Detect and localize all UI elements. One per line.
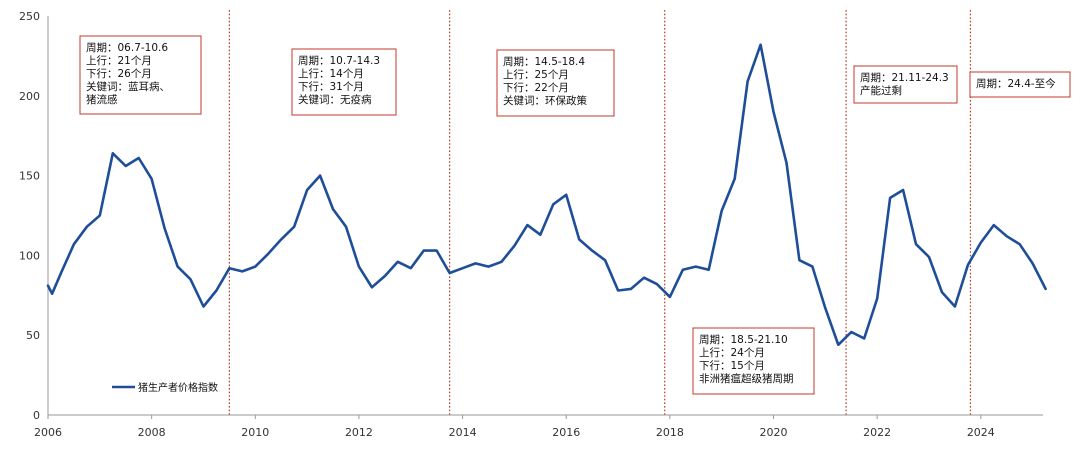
annotation-line: 上行：14个月: [298, 67, 364, 80]
x-tick-label: 2018: [656, 426, 684, 439]
annotation-line: 上行：25个月: [503, 68, 569, 81]
annotation-line: 非洲猪瘟超级猪周期: [699, 372, 794, 385]
annotation-line: 产能过剩: [860, 84, 902, 97]
annotation-line: 下行：22个月: [503, 81, 569, 94]
y-tick-label: 100: [19, 249, 40, 262]
x-tick-label: 2008: [138, 426, 166, 439]
annotation-frame: [496, 49, 615, 117]
annotation-frame: [692, 327, 815, 395]
y-tick-label: 200: [19, 90, 40, 103]
annotation-line: 周期：24.4-至今: [976, 77, 1056, 90]
annotation-line: 下行：31个月: [298, 80, 364, 93]
annotation-line: 周期：10.7-14.3: [298, 55, 380, 67]
y-tick-label: 0: [33, 409, 40, 422]
period-dividers: [228, 10, 972, 415]
x-tick-labels: 2006 2008 2010 2012 2014 2016 2018 2020 2022 2024: [34, 415, 995, 439]
x-tick-label: 2014: [449, 426, 477, 439]
annotation-frame: [291, 48, 397, 116]
x-tick-label: 2010: [241, 426, 269, 439]
legend: 猪生产者价格指数: [112, 381, 218, 394]
x-tick-label: 2022: [863, 426, 891, 439]
annotation-line: 周期：21.11-24.3: [860, 72, 949, 84]
annotation-line: 猪流感: [86, 93, 118, 106]
y-tick-label: 250: [19, 10, 40, 23]
annotation-line: 关键词：环保政策: [503, 94, 587, 107]
annotation-line: 上行：21个月: [86, 54, 152, 67]
series-line: [46, 43, 1047, 347]
annotation-line: 下行：15个月: [699, 359, 765, 372]
annotation-line: 下行：26个月: [86, 67, 152, 80]
annotations: 周期：06.7-10.6上行：21个月下行：26个月关键词：蓝耳病、猪流感周期：…: [79, 35, 1071, 395]
legend-label: 猪生产者价格指数: [138, 381, 218, 394]
annotation-frame: [969, 71, 1071, 98]
annotation-line: 上行：24个月: [699, 346, 765, 359]
x-tick-label: 2006: [34, 426, 62, 439]
annotation-line: 关键词：无疫病: [298, 93, 372, 106]
y-tick-label: 50: [26, 329, 40, 342]
annotation-line: 周期：18.5-21.10: [699, 334, 788, 346]
x-tick-label: 2024: [967, 426, 995, 439]
series-lines: [46, 43, 1047, 347]
x-tick-label: 2016: [552, 426, 580, 439]
annotation-line: 关键词：蓝耳病、: [86, 80, 170, 93]
annotation-line: 周期：06.7-10.6: [86, 42, 168, 54]
x-tick-label: 2012: [345, 426, 373, 439]
annotation-line: 周期：14.5-18.4: [503, 56, 585, 68]
annotation-frame: [79, 35, 202, 115]
annotation-box: 周期：24.4-至今: [969, 71, 1071, 98]
y-tick-label: 150: [19, 170, 40, 183]
y-tick-labels: 0 50 100 150 200 250: [19, 10, 40, 422]
x-tick-label: 2020: [760, 426, 788, 439]
annotation-frame: [853, 65, 958, 104]
